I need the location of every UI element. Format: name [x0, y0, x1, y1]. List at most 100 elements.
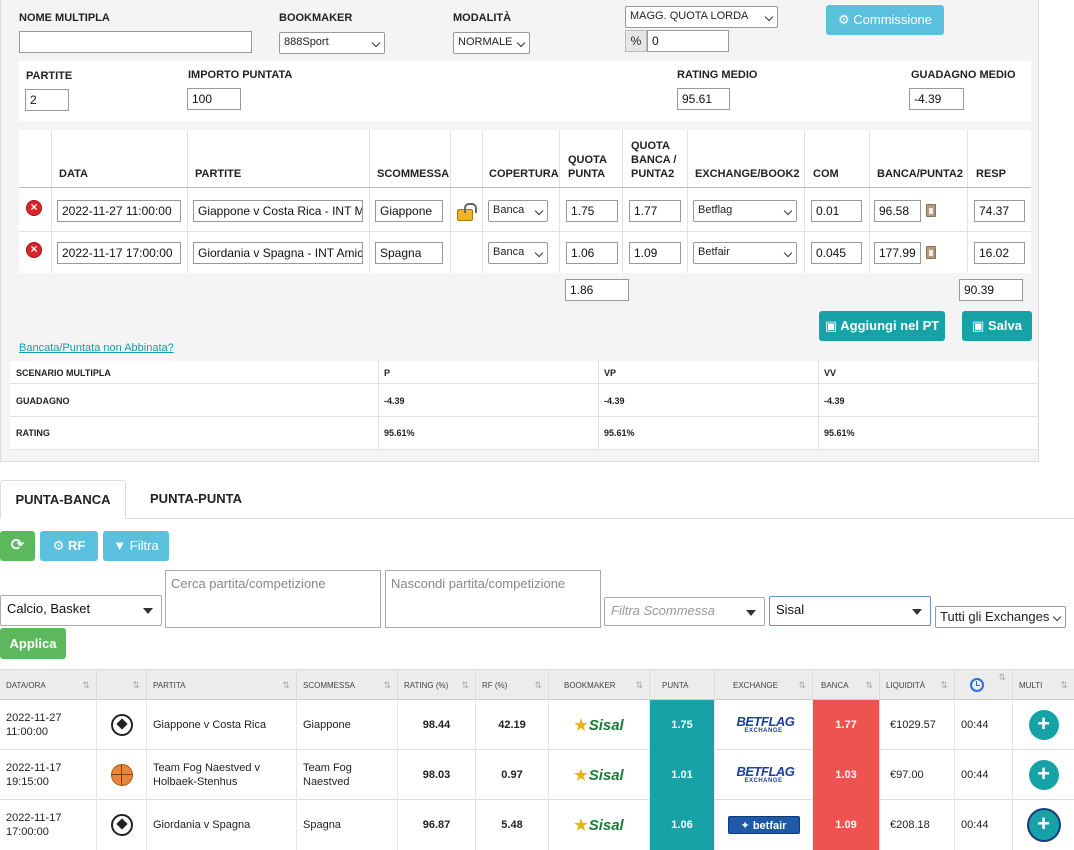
th-quota-punta: QUOTA PUNTA: [568, 154, 607, 180]
leg-exchange-select[interactable]: Betfair: [693, 242, 797, 264]
th-partite: PARTITE: [195, 168, 242, 180]
leg-copertura-select[interactable]: Banca: [488, 242, 548, 264]
filtra-button[interactable]: ▼ Filtra: [103, 531, 169, 561]
col-banca[interactable]: BANCA ⇅: [813, 670, 880, 701]
col-multi[interactable]: MULTI ⇅: [1013, 670, 1074, 701]
row-punta[interactable]: 1.75: [650, 700, 715, 750]
row-partita[interactable]: Giordania v Spagna: [147, 800, 297, 850]
applica-button[interactable]: Applica: [0, 628, 66, 659]
exchanges-select[interactable]: Tutti gli Exchanges: [935, 606, 1066, 628]
add-to-multi-button[interactable]: +: [1028, 760, 1059, 790]
row-punta[interactable]: 1.06: [650, 800, 715, 850]
col-rating[interactable]: RATING (%) ⇅: [398, 670, 476, 701]
total-quota-input[interactable]: 1.86: [565, 279, 629, 301]
row-partita[interactable]: Giappone v Costa Rica: [147, 700, 297, 750]
bookmaker-select[interactable]: 888Sport: [279, 32, 385, 54]
col-scommessa[interactable]: SCOMMESSA ⇅: [297, 670, 398, 701]
tab-punta-punta[interactable]: PUNTA-PUNTA: [150, 491, 242, 506]
row-exchange[interactable]: BETFLAG EXCHANGE: [715, 750, 813, 800]
modalita-select[interactable]: NORMALE: [453, 32, 530, 54]
row-multi: +: [1013, 800, 1074, 850]
add-to-multi-button[interactable]: +: [1028, 810, 1059, 840]
leg-resp-input[interactable]: 16.02: [974, 242, 1025, 264]
nome-multipla-input[interactable]: [19, 31, 252, 53]
percent-input[interactable]: 0: [647, 30, 729, 52]
col-punta[interactable]: PUNTA: [650, 670, 715, 701]
clipboard-icon[interactable]: [926, 246, 936, 259]
row-punta[interactable]: 1.01: [650, 750, 715, 800]
leg-resp-input[interactable]: 74.37: [974, 200, 1025, 222]
row-banca[interactable]: 1.09: [813, 800, 880, 850]
filtra-scommessa-select[interactable]: Filtra Scommessa: [604, 597, 765, 626]
table-row[interactable]: 2022-11-17 19:15:00 Team Fog Naestved v Ho…: [0, 750, 1074, 800]
bookmaker-filter-select[interactable]: Sisal: [769, 596, 931, 626]
row-partita[interactable]: Team Fog Naestved v Holbaek-Stenhus: [147, 750, 297, 800]
unlock-icon[interactable]: [457, 203, 477, 221]
col-bookmaker[interactable]: BOOKMAKER ⇅: [549, 670, 650, 701]
cerca-partita-input[interactable]: Cerca partita/competizione: [165, 570, 381, 628]
table-row[interactable]: 2022-11-17 17:00:00 Giordania v Spagna Sp…: [0, 800, 1074, 850]
tab-punta-banca[interactable]: PUNTA-BANCA: [0, 480, 126, 519]
total-resp-input[interactable]: 90.39: [959, 279, 1023, 301]
table-row[interactable]: 2022-11-27 11:00:00 Giappone v Costa Rica…: [0, 700, 1074, 750]
row-rating: 98.44: [398, 700, 476, 750]
col-sport[interactable]: ⇅: [97, 670, 147, 701]
scenario-header-vp: VP: [604, 368, 617, 378]
betfair-logo: ✦ betfair: [727, 816, 800, 834]
add-to-multi-button[interactable]: +: [1028, 710, 1059, 740]
leg-banca-input[interactable]: 177.99: [874, 242, 921, 264]
importo-input[interactable]: 100: [187, 88, 241, 110]
leg-exchange-select[interactable]: Betflag: [693, 200, 797, 222]
gears-icon: ⚙: [52, 538, 65, 553]
col-rf[interactable]: RF (%) ⇅: [476, 670, 549, 701]
guadagno-medio-input[interactable]: -4.39: [909, 88, 964, 110]
aggiungi-pt-button[interactable]: ▣ Aggiungi nel PT: [819, 311, 945, 341]
col-data-ora[interactable]: DATA/ORA ⇅: [0, 670, 97, 701]
sort-icon: ⇅: [635, 680, 643, 690]
leg-partita-input[interactable]: Giappone v Costa Rica - INT M: [193, 200, 363, 222]
delete-leg-icon[interactable]: ×: [26, 200, 42, 216]
row-scommessa: Spagna: [297, 800, 398, 850]
leg-quota-punta-input[interactable]: 1.06: [566, 242, 618, 264]
leg-scommessa-input[interactable]: Giappone: [375, 200, 443, 222]
row-exchange[interactable]: ✦ betfair: [715, 800, 813, 850]
importo-label: IMPORTO PUNTATA: [188, 69, 293, 81]
leg-quota-banca-input[interactable]: 1.77: [629, 200, 681, 222]
guadagno-medio-label: GUADAGNO MEDIO: [911, 69, 1016, 81]
rf-button[interactable]: ⚙ RF: [40, 531, 98, 561]
commissione-button[interactable]: ⚙ Commissione: [826, 5, 944, 35]
nascondi-partita-input[interactable]: Nascondi partita/competizione: [385, 570, 601, 628]
partite-input[interactable]: 2: [25, 89, 69, 111]
col-liquidita[interactable]: LIQUIDITÀ ⇅: [880, 670, 955, 701]
col-tempo[interactable]: ⇅: [955, 670, 1013, 701]
sport-select[interactable]: Calcio, Basket: [0, 595, 162, 626]
leg-partita-input[interactable]: Giordania v Spagna - INT Amicl: [193, 242, 363, 264]
clipboard-icon[interactable]: [926, 204, 936, 217]
row-bookmaker[interactable]: ★Sisal: [549, 700, 650, 750]
leg-banca-input[interactable]: 96.58: [874, 200, 921, 222]
leg-quota-punta-input[interactable]: 1.75: [566, 200, 618, 222]
row-exchange[interactable]: BETFLAG EXCHANGE: [715, 700, 813, 750]
leg-com-input[interactable]: 0.01: [811, 200, 862, 222]
col-exchange[interactable]: EXCHANGE ⇅: [715, 670, 813, 701]
delete-leg-icon[interactable]: ×: [26, 242, 42, 258]
col-partita[interactable]: PARTITA ⇅: [147, 670, 297, 701]
row-banca[interactable]: 1.03: [813, 750, 880, 800]
summary-panel: PARTITE 2 IMPORTO PUNTATA 100 RATING MED…: [19, 61, 1031, 121]
bancata-non-abbinata-link[interactable]: Bancata/Puntata non Abbinata?: [19, 342, 174, 354]
row-bookmaker[interactable]: ★Sisal: [549, 750, 650, 800]
leg-date-input[interactable]: 2022-11-27 11:00:00: [57, 200, 181, 222]
rating-medio-input[interactable]: 95.61: [677, 88, 730, 110]
leg-scommessa-input[interactable]: Spagna: [375, 242, 443, 264]
row-banca[interactable]: 1.77: [813, 700, 880, 750]
leg-quota-banca-input[interactable]: 1.09: [629, 242, 681, 264]
refresh-button[interactable]: ⟳: [0, 531, 35, 561]
salva-button[interactable]: ▣ Salva: [962, 311, 1032, 341]
leg-date-input[interactable]: 2022-11-17 17:00:00: [57, 242, 181, 264]
leg-copertura-select[interactable]: Banca: [488, 200, 548, 222]
quota-mode-select[interactable]: MAGG. QUOTA LORDA: [625, 6, 778, 28]
row-bookmaker[interactable]: ★Sisal: [549, 800, 650, 850]
leg-com-input[interactable]: 0.045: [811, 242, 862, 264]
row-liquidita: €97.00: [880, 750, 955, 800]
scenario-header-p: P: [384, 368, 391, 378]
